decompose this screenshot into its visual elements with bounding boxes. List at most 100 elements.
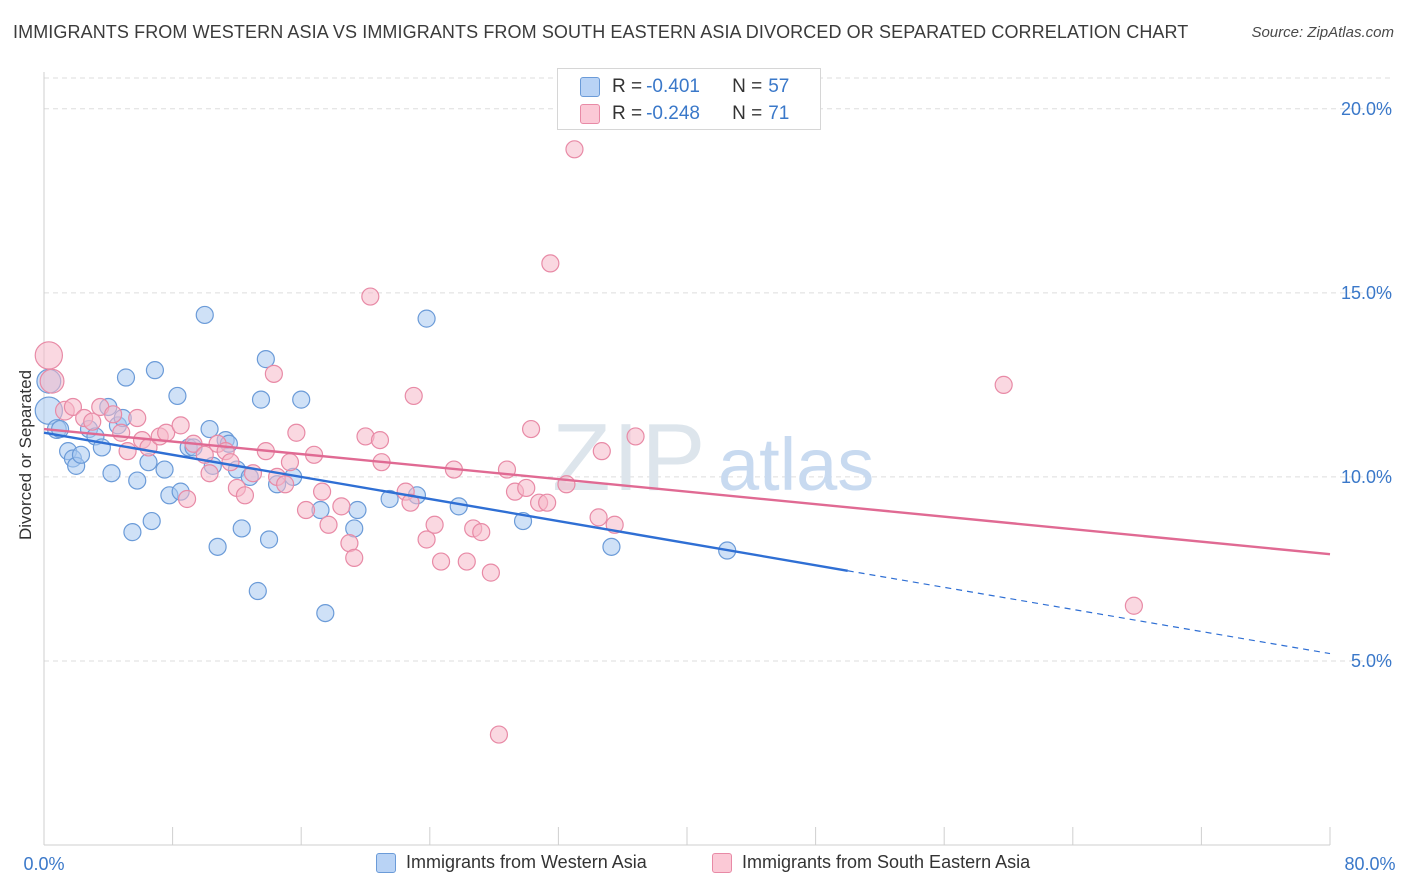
legend-swatch-south-eastern-asia	[712, 852, 732, 873]
point-south-eastern-asia	[128, 408, 147, 428]
legend-item-south-eastern-asia[interactable]: Immigrants from South Eastern Asia	[712, 852, 1030, 873]
point-western-asia	[251, 390, 271, 409]
legend-row-south-eastern-asia: R = -0.248 N = 71	[580, 102, 789, 126]
legend-row-western-asia: R = -0.401 N = 57	[580, 75, 789, 99]
point-western-asia	[248, 581, 267, 601]
point-south-eastern-asia	[345, 548, 364, 567]
point-south-eastern-asia	[521, 419, 541, 439]
point-south-eastern-asia	[417, 530, 436, 549]
point-south-eastern-asia	[287, 423, 306, 442]
point-south-eastern-asia	[994, 375, 1013, 394]
legend-n-label: N =	[732, 103, 763, 124]
watermark-atlas: atlas	[718, 423, 874, 506]
point-western-asia	[142, 511, 161, 531]
y-tick-label: 20.0%	[1341, 99, 1392, 119]
point-south-eastern-asia	[296, 500, 316, 520]
point-western-asia	[208, 537, 227, 556]
trend-line-western-asia-extrapolated	[847, 570, 1331, 655]
point-south-eastern-asia	[425, 515, 444, 534]
trend-line-south-eastern-asia	[43, 427, 1331, 556]
point-south-eastern-asia	[332, 497, 351, 516]
point-western-asia	[232, 519, 251, 538]
legend-swatch-pink	[580, 104, 600, 124]
point-south-eastern-asia	[34, 341, 64, 370]
point-south-eastern-asia	[63, 397, 83, 417]
legend-r-label: R =	[612, 103, 643, 124]
point-south-eastern-asia	[401, 493, 420, 512]
point-south-eastern-asia	[489, 725, 509, 744]
point-south-eastern-asia	[565, 140, 584, 159]
point-western-asia	[259, 530, 279, 549]
point-western-asia	[168, 386, 187, 406]
legend-r-value: -0.401	[646, 76, 700, 97]
point-south-eastern-asia	[589, 508, 608, 527]
point-south-eastern-asia	[276, 475, 295, 494]
point-south-eastern-asia	[472, 523, 491, 542]
point-western-asia	[195, 305, 214, 325]
legend-n-label: N =	[732, 76, 763, 97]
point-south-eastern-asia	[538, 493, 557, 512]
point-south-eastern-asia	[592, 442, 611, 461]
series-legend: Immigrants from Western Asia Immigrants …	[0, 852, 1406, 878]
legend-swatch-western-asia	[376, 852, 396, 873]
legend-item-western-asia[interactable]: Immigrants from Western Asia	[376, 852, 647, 873]
y-tick-label: 15.0%	[1341, 283, 1392, 303]
point-western-asia	[348, 500, 367, 520]
point-south-eastern-asia	[221, 453, 240, 472]
point-western-asia	[116, 368, 136, 387]
point-western-asia	[316, 603, 335, 623]
point-western-asia	[102, 464, 121, 483]
point-south-eastern-asia	[626, 427, 645, 446]
point-western-asia	[71, 445, 91, 464]
point-south-eastern-asia	[264, 364, 283, 383]
point-south-eastern-asia	[39, 368, 65, 394]
point-western-asia	[417, 309, 436, 328]
chart-title: IMMIGRANTS FROM WESTERN ASIA VS IMMIGRAN…	[13, 22, 1189, 42]
legend-n-value: 71	[768, 103, 790, 124]
x-ticks	[43, 827, 1331, 845]
point-south-eastern-asia	[517, 478, 536, 498]
point-western-asia	[602, 537, 621, 556]
point-south-eastern-asia	[481, 563, 500, 582]
point-western-asia	[292, 390, 311, 409]
point-south-eastern-asia	[431, 552, 451, 571]
point-south-eastern-asia	[457, 552, 476, 571]
point-south-eastern-asia	[177, 489, 197, 509]
point-south-eastern-asia	[541, 254, 560, 273]
point-western-asia	[128, 471, 147, 490]
point-western-asia	[200, 419, 219, 439]
point-south-eastern-asia	[112, 423, 131, 442]
x-tick-label-max: 80.0%	[1344, 854, 1395, 874]
point-south-eastern-asia	[319, 515, 338, 534]
point-south-eastern-asia	[370, 430, 390, 450]
point-south-eastern-asia	[200, 464, 219, 483]
legend-label-south-eastern-asia: Immigrants from South Eastern Asia	[742, 852, 1031, 872]
point-south-eastern-asia	[1124, 596, 1143, 615]
legend-r-label: R =	[612, 76, 643, 97]
source-credit: Source: ZipAtlas.com	[1251, 24, 1394, 41]
point-western-asia	[123, 523, 142, 542]
point-south-eastern-asia	[171, 416, 190, 435]
point-western-asia	[380, 489, 399, 509]
y-tick-labels: 5.0% 10.0% 15.0% 20.0%	[1341, 99, 1392, 671]
trend-line-western-asia	[43, 431, 848, 572]
legend-r-value: -0.248	[646, 103, 700, 124]
y-axis-label: Divorced or Separated	[16, 370, 35, 540]
point-western-asia	[449, 497, 468, 516]
gridlines	[44, 77, 1392, 662]
point-south-eastern-asia	[361, 287, 380, 306]
trend-lines	[43, 427, 1331, 655]
point-western-asia	[155, 460, 174, 479]
watermark-zip: ZIP	[552, 404, 707, 511]
legend-label-western-asia: Immigrants from Western Asia	[406, 852, 647, 872]
watermark: ZIP atlas	[552, 404, 874, 511]
y-tick-label: 5.0%	[1351, 651, 1392, 671]
point-south-eastern-asia	[235, 486, 255, 505]
point-south-eastern-asia	[404, 386, 423, 406]
x-tick-label-min: 0.0%	[23, 854, 64, 874]
point-south-eastern-asia	[83, 412, 102, 431]
point-south-eastern-asia	[104, 405, 123, 424]
correlation-legend: R = -0.401 N = 57 R = -0.248 N = 71	[557, 68, 821, 130]
point-south-eastern-asia	[280, 453, 300, 472]
